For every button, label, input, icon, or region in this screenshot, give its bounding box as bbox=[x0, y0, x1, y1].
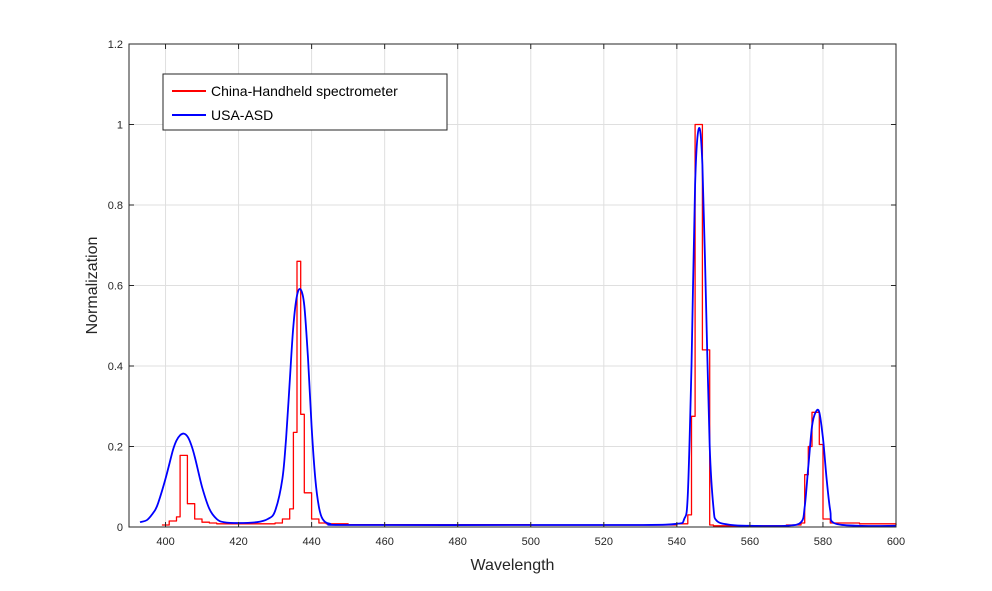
x-tick-label: 600 bbox=[887, 536, 905, 548]
y-tick-label: 0.8 bbox=[108, 200, 123, 212]
y-tick-label: 0 bbox=[117, 522, 123, 534]
y-tick-label: 0.4 bbox=[108, 361, 123, 373]
x-tick-label: 460 bbox=[375, 536, 393, 548]
x-tick-label: 500 bbox=[522, 536, 540, 548]
x-tick-label: 540 bbox=[668, 536, 686, 548]
x-tick-label: 440 bbox=[302, 536, 320, 548]
x-tick-label: 400 bbox=[156, 536, 174, 548]
x-tick-label: 480 bbox=[449, 536, 467, 548]
y-tick-label: 0.2 bbox=[108, 442, 123, 454]
x-axis-title: Wavelength bbox=[471, 557, 555, 574]
legend: China-Handheld spectrometer USA-ASD bbox=[162, 73, 448, 131]
axis-ticks: 400 420 440 460 480 500 520 540 560 580 600 0 0.2 0.4… bbox=[108, 39, 905, 548]
y-tick-label: 1 bbox=[117, 120, 123, 132]
series-lines bbox=[139, 123, 897, 527]
series-line-1 bbox=[139, 126, 897, 527]
x-tick-label: 580 bbox=[814, 536, 832, 548]
legend-label-usa: USA-ASD bbox=[211, 107, 273, 123]
y-tick-label: 1.2 bbox=[108, 39, 123, 51]
y-axis-title: Normalization bbox=[84, 237, 101, 335]
legend-label-china: China-Handheld spectrometer bbox=[211, 83, 398, 99]
x-tick-label: 520 bbox=[595, 536, 613, 548]
legend-box bbox=[162, 73, 448, 131]
x-tick-label: 420 bbox=[229, 536, 247, 548]
y-tick-label: 0.6 bbox=[108, 281, 123, 293]
x-tick-label: 560 bbox=[741, 536, 759, 548]
